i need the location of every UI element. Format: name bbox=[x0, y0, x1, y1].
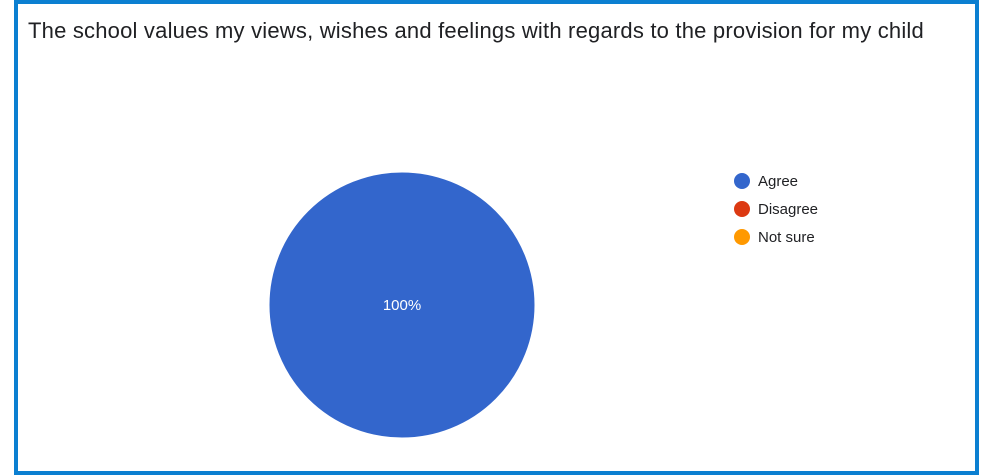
legend-marker-agree bbox=[734, 173, 750, 189]
chart-title: The school values my views, wishes and f… bbox=[28, 18, 924, 43]
chart-legend: Agree Disagree Not sure bbox=[734, 173, 818, 246]
legend-label-disagree: Disagree bbox=[758, 201, 818, 218]
pie-chart: 100% Agree Disagree Not sure bbox=[268, 171, 818, 439]
legend-label-not-sure: Not sure bbox=[758, 229, 815, 246]
pie-slice-agree bbox=[268, 171, 536, 439]
pie-slice-agree-label: 100% bbox=[383, 297, 421, 314]
legend-marker-disagree bbox=[734, 201, 750, 217]
legend-label-agree: Agree bbox=[758, 173, 798, 190]
pie-labels: 100% bbox=[383, 297, 421, 314]
legend-marker-not-sure bbox=[734, 229, 750, 245]
pie-slices bbox=[268, 171, 536, 439]
